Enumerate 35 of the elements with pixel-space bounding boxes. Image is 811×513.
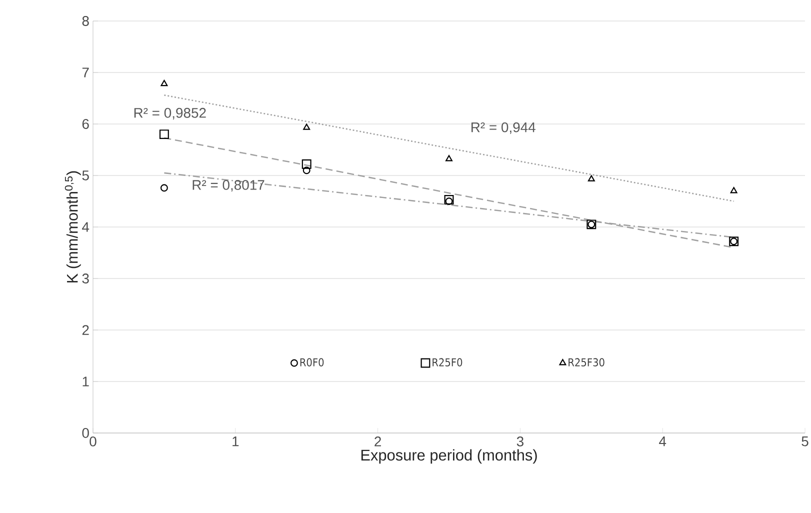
x-tick-label: 2 [374, 436, 381, 446]
line-series [164, 94, 734, 202]
annotation: R² = 0,9852 [134, 108, 206, 120]
y-tick-label: 2 [82, 325, 89, 335]
point [302, 159, 312, 169]
y-axis-title: K (mm/month$^{0,5}$) [64, 171, 81, 282]
y-tick-label: 5 [82, 170, 89, 180]
point [730, 187, 738, 194]
legend-label: R25F30 [568, 358, 604, 366]
y-tick-label: 1 [82, 376, 89, 386]
legend-label: R25F0 [432, 358, 462, 366]
x-tick-label: 3 [516, 436, 524, 446]
annotation: R² = 0,944 [472, 122, 536, 134]
point [160, 80, 168, 86]
x-tick-label: 5 [802, 436, 808, 446]
legend-label: R0F0 [300, 358, 324, 366]
y-tick-label: 8 [82, 16, 89, 26]
y-tick-label: 3 [82, 274, 89, 284]
x-tick-label: 1 [232, 436, 239, 446]
point [445, 198, 453, 205]
y-tick-label: 6 [82, 119, 89, 129]
point [303, 124, 310, 130]
y-tick-label: 4 [82, 222, 90, 232]
x-axis-title: Exposure period (months) [361, 449, 537, 464]
point [444, 194, 454, 204]
annotation: R² = 0,8017 [192, 180, 264, 192]
point [588, 175, 595, 182]
point [160, 184, 168, 192]
point [446, 155, 452, 162]
point [302, 166, 310, 174]
x-tick-label: 0 [90, 436, 96, 446]
y-tick-label: 7 [82, 68, 89, 78]
y-tick-label: 0 [82, 428, 89, 438]
point [159, 130, 169, 140]
x-tick-label: 4 [659, 436, 666, 446]
